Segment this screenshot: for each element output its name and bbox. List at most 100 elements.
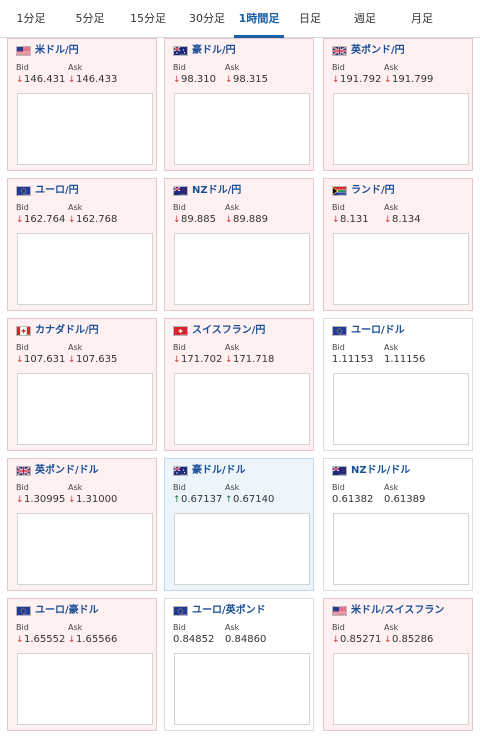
candlestick-chart[interactable] <box>333 653 469 725</box>
pair-header[interactable]: 14614523:0011:0023:00 米ドル/円 <box>16 44 156 58</box>
rate-card-eur-aud[interactable]: 1.6561.6541.6521.651.64823:0011:0023:00 ユ… <box>7 598 157 731</box>
pair-name[interactable]: ユーロ/ドル <box>351 325 405 336</box>
pair-header[interactable]: 108107.5107106.523:0011:0023:00 カナダドル/円 <box>16 324 156 338</box>
pair-name[interactable]: ユーロ/英ポンド <box>192 605 266 616</box>
candlestick-chart[interactable] <box>333 233 469 305</box>
rate-card-usd-jpy[interactable]: 14614523:0011:0023:00 米ドル/円 Bid Ask↓146.431… <box>7 38 157 171</box>
pair-name[interactable]: ランド/円 <box>351 185 395 196</box>
pair-name[interactable]: 豪ドル/ドル <box>192 465 246 476</box>
pair-header[interactable]: 0.6760.6740.67223:0011:0023:00 豪ドル/ドル <box>173 464 313 478</box>
tab-monthly[interactable]: 月足 <box>411 12 433 25</box>
tab-daily[interactable]: 日足 <box>299 12 321 25</box>
candlestick-chart[interactable] <box>17 373 153 445</box>
pair-header[interactable]: 19219119023:0011:0023:00 英ポンド/円 <box>332 44 472 58</box>
rate-card-gbp-usd[interactable]: 1.311.30523:0011:0023:00英ポンド/ドルBidAsk↓1.… <box>7 458 157 591</box>
rate-card-eur-jpy[interactable]: 163162.5162161.523:0011:0023:00 ユーロ/円 Bid A… <box>7 178 157 311</box>
bid-value: 1.11153 <box>332 354 374 365</box>
tab-weekly[interactable]: 週足 <box>354 12 376 25</box>
bid-value: ↓162.764 <box>16 214 66 225</box>
bid-value: ↓1.65552 <box>16 634 66 645</box>
pair-header[interactable]: 1.6561.6541.6521.651.64823:0011:0023:00 ユ… <box>16 604 156 618</box>
rate-card-zar-jpy[interactable]: 8.28.158.123:0011:0023:00 ランド/円 Bid Ask ↓8.1… <box>323 178 473 311</box>
arrow-down-icon: ↓ <box>68 215 76 225</box>
pair-header[interactable]: 8.28.158.123:0011:0023:00 ランド/円 <box>332 184 472 198</box>
bid-value: ↓1.30995 <box>16 494 66 505</box>
pair-name[interactable]: スイスフラン/円 <box>192 325 266 336</box>
candlestick-chart[interactable] <box>17 513 153 585</box>
rate-card-cad-jpy[interactable]: 108107.5107106.523:0011:0023:00 カナダドル/円 Bi… <box>7 318 157 451</box>
rate-card-eur-usd[interactable]: 1.1161.1141.1121.1123:0011:0023:00 ユーロ/ドル… <box>323 318 473 451</box>
chart-svg <box>18 654 154 726</box>
candlestick-chart[interactable] <box>333 93 469 165</box>
arrow-down-icon: ↓ <box>68 635 76 645</box>
pair-name[interactable]: NZドル/ドル <box>351 465 411 476</box>
pair-name[interactable]: 豪ドル/円 <box>192 45 236 56</box>
bid-label: Bid <box>332 203 345 212</box>
bid-value: ↓171.702 <box>173 354 223 365</box>
chart-svg <box>334 514 470 586</box>
arrow-up-icon: ↑ <box>225 495 233 505</box>
bid-label: Bid <box>332 343 345 352</box>
bid-value: ↓8.131 <box>332 214 369 225</box>
pair-name[interactable]: カナダドル/円 <box>35 325 99 336</box>
tab-30min[interactable]: 30分足 <box>189 12 225 25</box>
bid-label: Bid <box>173 63 186 72</box>
tab-5min[interactable]: 5分足 <box>75 12 105 25</box>
pair-name[interactable]: 英ポンド/円 <box>351 45 405 56</box>
chart-svg <box>175 654 311 726</box>
pair-name[interactable]: 米ドル/スイスフラン <box>351 605 445 616</box>
pair-header[interactable]: 171.5171170.517023:0011:0023:00 スイスフラン/円 <box>173 324 313 338</box>
arrow-down-icon: ↓ <box>16 495 24 505</box>
candlestick-chart[interactable] <box>333 373 469 445</box>
pair-header[interactable]: 1.1161.1141.1121.1123:0011:0023:00 ユーロ/ドル <box>332 324 472 338</box>
au-flag-icon: 98.59823:0011:0023:00 <box>173 46 188 56</box>
candlestick-chart[interactable] <box>17 93 153 165</box>
nz-flag-icon: 9089.889.689.489.223:0011:0023:00 <box>173 186 188 196</box>
candlestick-chart[interactable] <box>17 233 153 305</box>
pair-header[interactable]: 163162.5162161.523:0011:0023:00 ユーロ/円 <box>16 184 156 198</box>
pair-header[interactable]: 9089.889.689.489.223:0011:0023:00 NZドル/円 <box>173 184 313 198</box>
rate-card-aud-usd[interactable]: 0.6760.6740.67223:0011:0023:00 豪ドル/ドル Bid A… <box>164 458 314 591</box>
bid-label: Bid <box>16 343 29 352</box>
ask-label: Ask <box>384 63 399 72</box>
pair-name[interactable]: 英ポンド/ドル <box>35 465 99 476</box>
za-flag-icon: 8.28.158.123:0011:0023:00 <box>332 186 347 196</box>
candlestick-chart[interactable] <box>333 513 469 585</box>
arrow-down-icon: ↓ <box>332 215 340 225</box>
pair-header[interactable]: 0.6160.61423:0011:0023:00 NZドル/ドル <box>332 464 472 478</box>
arrow-down-icon: ↓ <box>68 75 76 85</box>
pair-header[interactable]: 1.311.30523:0011:0023:00 英ポンド/ドル <box>16 464 156 478</box>
pair-name[interactable]: 米ドル/円 <box>35 45 79 56</box>
rate-card-nzd-usd[interactable]: 0.6160.61423:0011:0023:00 NZドル/ドル Bid Ask 0.… <box>323 458 473 591</box>
tab-15min[interactable]: 15分足 <box>130 12 166 25</box>
arrow-down-icon: ↓ <box>16 215 24 225</box>
candlestick-chart[interactable] <box>17 653 153 725</box>
chart-svg <box>334 94 470 166</box>
candlestick-chart[interactable] <box>174 653 310 725</box>
ask-value: ↓1.31000 <box>68 494 118 505</box>
tab-1min[interactable]: 1分足 <box>16 12 46 25</box>
candlestick-chart[interactable] <box>174 513 310 585</box>
ask-value: ↓171.718 <box>225 354 275 365</box>
ask-value: ↓191.799 <box>384 74 434 85</box>
rate-card-gbp-jpy[interactable]: 19219119023:0011:0023:00英ポンド/円BidAsk↓191… <box>323 38 473 171</box>
pair-name[interactable]: ユーロ/豪ドル <box>35 605 99 616</box>
rate-card-aud-jpy[interactable]: 98.59823:0011:0023:00豪ドル/円BidAsk↓98.310↓… <box>164 38 314 171</box>
pair-name[interactable]: NZドル/円 <box>192 185 242 196</box>
arrow-down-icon: ↓ <box>173 355 181 365</box>
tab-1hour[interactable]: 1時間足 <box>234 0 284 38</box>
pair-header[interactable]: 98.59823:0011:0023:00 豪ドル/円 <box>173 44 313 58</box>
pair-name[interactable]: ユーロ/円 <box>35 185 79 196</box>
chart-svg <box>175 234 311 306</box>
candlestick-chart[interactable] <box>174 233 310 305</box>
rate-card-chf-jpy[interactable]: 171.5171170.517023:0011:0023:00 スイスフラン/円 B… <box>164 318 314 451</box>
candlestick-chart[interactable] <box>174 373 310 445</box>
ca-flag-icon: 108107.5107106.523:0011:0023:00 <box>16 326 31 336</box>
candlestick-chart[interactable] <box>174 93 310 165</box>
rate-card-nzd-jpy[interactable]: 9089.889.689.489.223:0011:0023:00 NZドル/円 B… <box>164 178 314 311</box>
